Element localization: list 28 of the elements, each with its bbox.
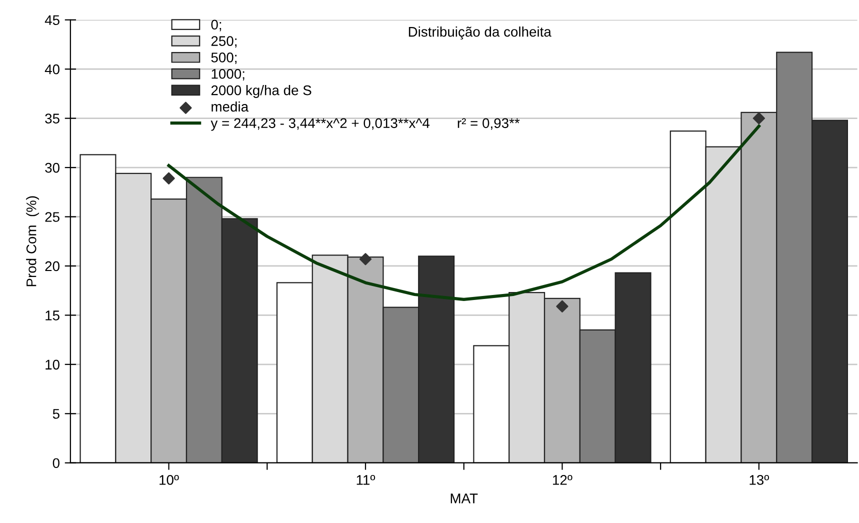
legend-label: 500; bbox=[211, 52, 236, 64]
chart-title: Distribuição da colheita bbox=[408, 26, 552, 40]
point bbox=[162, 172, 175, 184]
point bbox=[359, 253, 372, 266]
y-tick-label: 40 bbox=[44, 64, 60, 74]
y-tick-label: 10 bbox=[46, 360, 60, 370]
x-axis-title: MAT bbox=[450, 494, 478, 504]
legend-label: 0; bbox=[211, 20, 222, 32]
legend-label: 250; bbox=[211, 36, 236, 48]
x-tick-label: 13º bbox=[750, 475, 770, 485]
point bbox=[752, 112, 765, 124]
y-axis-title: Prod Com (%) bbox=[26, 196, 40, 286]
legend-label: 2000 kg/ha de S bbox=[211, 85, 312, 98]
legend-label: 1000; bbox=[212, 68, 244, 80]
legend-label: y = 244,23 - 3,44**x^2 + 0,013**x^4 r² = 0,93** bbox=[210, 118, 520, 131]
y-tick-label: 45 bbox=[44, 15, 60, 26]
y-tick-label: 15 bbox=[46, 310, 60, 320]
point bbox=[556, 300, 568, 312]
y-tick-label: 25 bbox=[45, 212, 60, 222]
x-tick-label: 10º bbox=[160, 475, 179, 485]
legend-label: media bbox=[212, 101, 249, 112]
y-tick-label: 35 bbox=[45, 114, 60, 124]
y-tick-label: 0 bbox=[52, 458, 60, 468]
y-tick-label: 5 bbox=[52, 409, 60, 419]
y-tick-label: 20 bbox=[45, 261, 60, 272]
x-tick-label: 11º bbox=[356, 475, 376, 485]
x-tick-label: 12º bbox=[553, 475, 572, 485]
y-tick-label: 30 bbox=[45, 162, 60, 173]
